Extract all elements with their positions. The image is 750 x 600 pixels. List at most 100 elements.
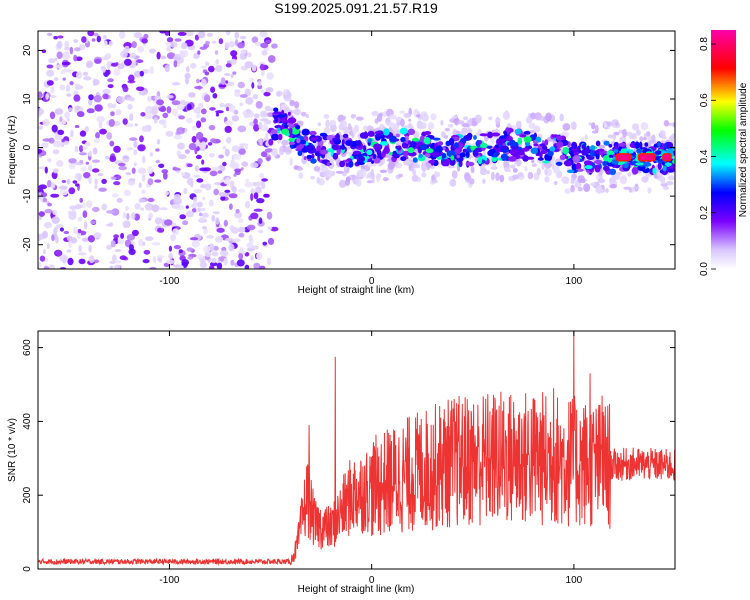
- spectrogram-cell: [597, 178, 605, 184]
- spectrogram-cell: [356, 161, 365, 165]
- spectrogram-cell: [50, 193, 60, 198]
- spectrogram-cell: [276, 90, 283, 97]
- spectrogram-cell: [339, 120, 347, 128]
- spectrogram-cell: [450, 155, 455, 161]
- spectrogram-cell: [141, 174, 146, 182]
- spectrogram-cell: [562, 180, 570, 184]
- spectrogram-cell: [480, 143, 488, 148]
- spectrogram-cell: [192, 125, 197, 131]
- spectrogram-cell: [482, 178, 486, 184]
- spectrogram-cell: [603, 140, 610, 146]
- snr-marks: [38, 331, 675, 567]
- spectrogram-cell: [94, 178, 98, 186]
- spectrogram-cell: [213, 188, 219, 196]
- spectrogram-cell: [400, 136, 406, 143]
- spectrogram-cell: [194, 34, 199, 41]
- spectrogram-cell: [434, 170, 438, 180]
- spectrogram-cell: [449, 178, 457, 187]
- spectrogram-cell: [233, 109, 239, 115]
- spectrogram-cell: [152, 256, 157, 263]
- spectrogram-cell: [255, 101, 263, 109]
- spectrogram-cell: [196, 120, 202, 129]
- spectrogram-cell: [237, 218, 244, 223]
- spectrogram-cell: [61, 138, 65, 143]
- spectrogram-cell: [74, 105, 81, 111]
- spectrogram-cell: [188, 143, 197, 151]
- spectrogram-cell: [68, 187, 76, 195]
- spectrogram-cell: [226, 136, 232, 144]
- spectrogram-cell: [225, 237, 233, 242]
- spectrogram-cell: [142, 241, 146, 246]
- spectrogram-cell: [201, 226, 207, 230]
- snr-frame: [37, 330, 676, 570]
- spectrogram-cell: [313, 165, 321, 172]
- spectrogram-cell: [244, 200, 251, 209]
- spectrogram-frame: [37, 30, 676, 270]
- spectrogram-cell: [403, 112, 412, 118]
- spectrogram-cell: [239, 94, 248, 98]
- spectrogram-cell: [64, 40, 70, 49]
- spectrogram-cell: [371, 110, 379, 117]
- spectrogram-cell: [171, 81, 181, 86]
- spectrogram-cell: [458, 142, 464, 150]
- spectrogram-cell: [225, 31, 231, 36]
- spectrogram-cell: [281, 92, 288, 95]
- spectrogram-cell: [86, 62, 92, 69]
- spectrogram-cell: [193, 107, 200, 114]
- spectrogram-cell: [200, 184, 207, 189]
- spectrogram-cell: [183, 127, 188, 134]
- spectrogram-cell: [91, 168, 100, 173]
- spectrogram-cell: [421, 113, 429, 122]
- spectrogram-cell: [250, 188, 255, 194]
- spectrogram-cell: [398, 173, 403, 178]
- spectrogram-cell: [230, 74, 234, 78]
- spectrogram-cell: [88, 176, 92, 184]
- spectrogram-cell: [411, 137, 420, 142]
- spectrogram-cell: [606, 150, 615, 156]
- spectrogram-cell: [69, 205, 78, 210]
- spectrogram-cell: [204, 251, 212, 257]
- spectrogram-cell: [494, 144, 499, 149]
- spectrogram-cell: [202, 196, 206, 201]
- spectrogram-cell: [142, 259, 150, 264]
- spectrogram-cell: [377, 113, 383, 122]
- x-tick-label: 100: [566, 276, 583, 287]
- spectrogram-cell: [204, 71, 210, 76]
- spectrogram-cell: [53, 36, 58, 40]
- spectrogram-cell: [68, 162, 76, 170]
- spectrogram-cell: [159, 207, 168, 211]
- spectrogram-cell: [295, 125, 301, 130]
- spectrogram-cell: [44, 209, 53, 214]
- spectrogram-cell: [239, 246, 244, 254]
- spectrogram-cell: [52, 209, 58, 216]
- spectrogram-cell: [256, 252, 263, 261]
- spectrogram-cell: [50, 86, 55, 94]
- spectrogram-cell: [78, 244, 82, 253]
- spectrogram-cell: [106, 132, 113, 140]
- spectrogram-cell: [166, 259, 176, 265]
- spectrogram-cell: [43, 266, 50, 269]
- spectrogram-cell: [128, 178, 136, 182]
- spectrogram-cell: [515, 120, 522, 130]
- spectrogram-cell: [102, 35, 107, 40]
- spectrogram-cell: [224, 120, 233, 126]
- spectrogram-cell: [663, 120, 670, 127]
- spectrogram-cell: [222, 161, 227, 167]
- spectrogram-cell: [58, 185, 68, 190]
- spectrogram-cell: [602, 160, 608, 167]
- spectrogram-cell: [288, 126, 293, 135]
- spectrogram-cell: [523, 131, 531, 135]
- spectrogram-cell: [138, 90, 148, 96]
- spectrogram-cell: [447, 124, 454, 128]
- spectrogram-cell: [444, 127, 450, 132]
- spectrogram-cell: [604, 123, 608, 129]
- spectrogram-cell: [184, 149, 190, 154]
- spectrogram-cell: [86, 108, 95, 114]
- spectrogram-cell: [191, 135, 197, 143]
- spectrogram-cell: [259, 137, 263, 146]
- spectrogram-cell: [208, 152, 215, 158]
- spectrogram-cell: [110, 111, 115, 117]
- spectrogram-cell: [496, 138, 501, 146]
- spectrogram-cell: [230, 50, 238, 57]
